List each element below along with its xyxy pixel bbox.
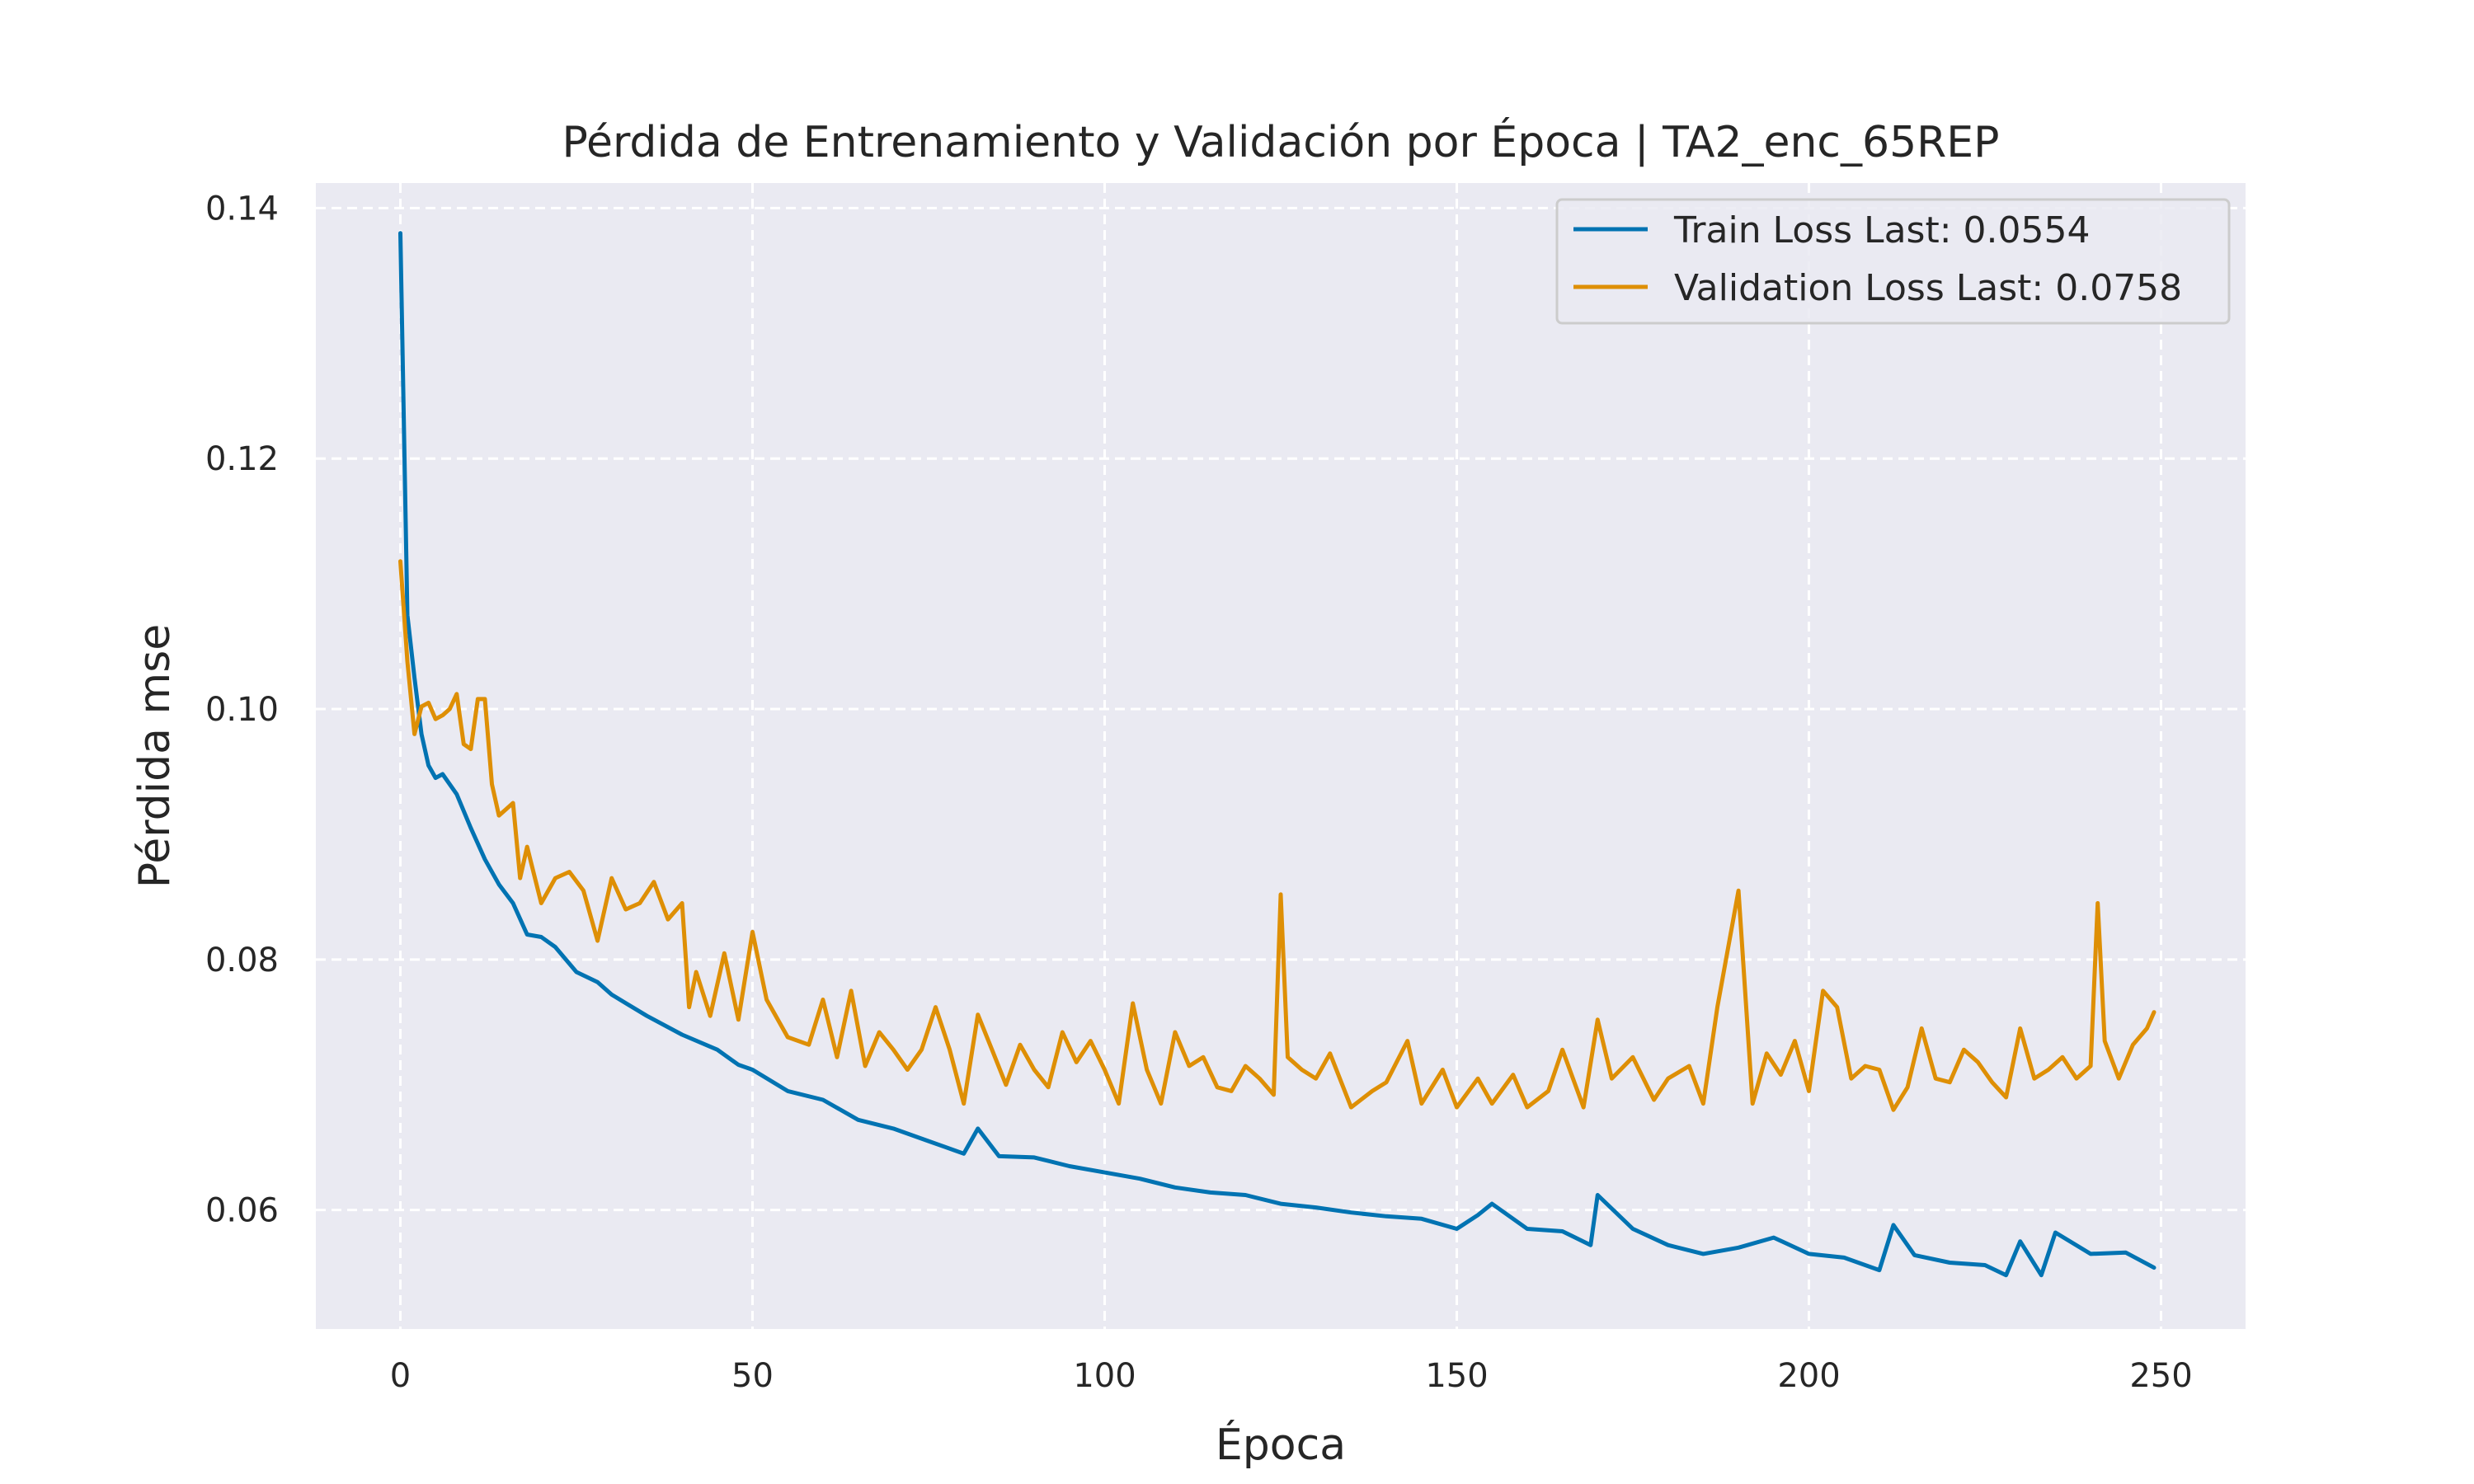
plot-area: [316, 183, 2246, 1329]
grid-lines: [316, 183, 2246, 1329]
x-tick-label: 200: [1777, 1357, 1840, 1395]
y-tick-labels: 0.06 0.08 0.10 0.12 0.14: [205, 190, 279, 1229]
y-tick-label: 0.12: [205, 440, 279, 478]
y-tick-label: 0.14: [205, 190, 279, 228]
legend-label-train: Train Loss Last: 0.0554: [1673, 209, 2090, 251]
y-tick-label: 0.10: [205, 691, 279, 729]
y-tick-label: 0.08: [205, 942, 279, 979]
x-tick-label: 250: [2129, 1357, 2192, 1395]
x-tick-label: 150: [1425, 1357, 1488, 1395]
y-tick-label: 0.06: [205, 1192, 279, 1230]
series-lines: [398, 231, 2157, 1278]
legend-label-validation: Validation Loss Last: 0.0758: [1674, 267, 2182, 309]
chart-title: Pérdida de Entrenamiento y Validación po…: [562, 117, 1999, 167]
validation-loss-line: [398, 559, 2157, 1112]
y-axis-label: Pérdida mse: [130, 624, 180, 889]
train-loss-line: [398, 231, 2157, 1278]
legend: Train Loss Last: 0.0554 Validation Loss …: [1555, 198, 2231, 325]
legend-box: [1555, 198, 2231, 325]
x-tick-label: 0: [390, 1357, 411, 1395]
x-axis-label: Época: [1216, 1420, 1346, 1470]
x-tick-labels: 0 50 100 150 200 250: [390, 1357, 2193, 1395]
x-tick-label: 100: [1073, 1357, 1136, 1395]
x-tick-label: 50: [731, 1357, 774, 1395]
